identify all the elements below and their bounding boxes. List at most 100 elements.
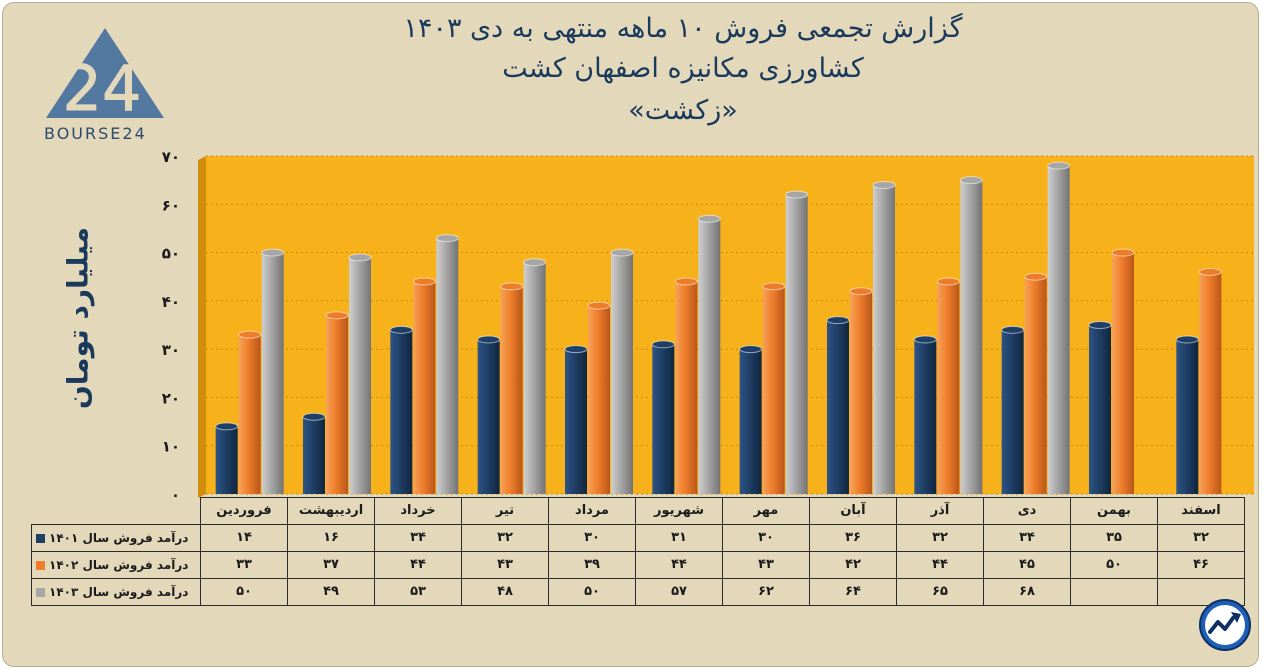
data-label: ۳۴ <box>374 523 462 552</box>
data-label: ۴۴ <box>896 550 984 579</box>
y-tick-label: ۲۰ <box>162 389 180 407</box>
bar-cap <box>762 282 786 291</box>
bar-body <box>652 344 675 494</box>
bar <box>1024 272 1048 494</box>
data-label: ۱۶ <box>287 523 375 552</box>
bar-body <box>215 426 238 494</box>
bar-body <box>261 252 284 494</box>
table-row: درآمد فروش سال ۱۴۰۳ ۵۰ ۴۹ ۵۳ ۴۸ ۵۰ ۵۷ ۶۲ ۶۴ ۶۵ ۶۸ <box>31 577 1245 606</box>
bar <box>872 180 896 494</box>
table-row: درآمد فروش سال ۱۴۰۱ ۱۴ ۱۶ ۳۴ ۳۲ ۳۰ ۳۱ ۳۰ ۳۶ ۳۲ ۳۴ ۳… <box>31 523 1245 552</box>
bar <box>412 277 436 494</box>
bar-cap <box>477 335 501 344</box>
bar <box>523 258 547 494</box>
bar-cap <box>564 345 588 354</box>
data-label: ۳۱ <box>635 523 723 552</box>
bar-body <box>565 349 587 494</box>
bar-body <box>675 281 698 494</box>
bar-body <box>960 180 983 494</box>
bar-cap <box>674 277 698 286</box>
y-tick-labels: ۰ ۱۰ ۲۰ ۳۰ ۴۰ ۵۰ ۶۰ ۷۰ <box>162 148 180 504</box>
bar <box>389 325 413 494</box>
data-label: ۴۹ <box>287 577 375 606</box>
data-label: ۴۴ <box>635 550 723 579</box>
bar-cap <box>238 330 262 339</box>
bar <box>762 282 786 494</box>
bars <box>215 161 1222 494</box>
x-tick-label: تیر <box>461 497 549 525</box>
bar-body <box>762 286 785 494</box>
chart-title-line-2: کشاورزی مکانیزه اصفهان کشت <box>502 53 864 84</box>
table-corner <box>32 498 201 525</box>
y-tick-label: ۰ <box>171 486 180 504</box>
x-tick-label: شهریور <box>635 497 723 525</box>
bar <box>500 282 524 494</box>
bar-cap <box>849 287 873 296</box>
bar-body <box>1024 276 1047 494</box>
bar <box>913 335 937 494</box>
data-label: ۳۶ <box>809 523 897 552</box>
plot-side-wall <box>198 156 206 498</box>
bar <box>697 214 721 494</box>
data-label: ۵۰ <box>200 577 288 606</box>
legend-entry: درآمد فروش سال ۱۴۰۲ <box>31 550 201 579</box>
bar <box>1088 321 1112 494</box>
bar-cap <box>1111 248 1135 257</box>
table-row: درآمد فروش سال ۱۴۰۲ ۳۳ ۳۷ ۴۴ ۴۳ ۳۹ ۴۴ ۴۳ ۴۲ ۴۴ ۴۵ ۵… <box>31 550 1245 579</box>
data-label: ۵۳ <box>374 577 462 606</box>
bar-body <box>238 334 261 494</box>
data-label: ۵۷ <box>635 577 723 606</box>
bar-cap <box>1198 267 1222 276</box>
y-tick-label: ۴۰ <box>162 293 180 311</box>
bar-cap <box>389 325 413 334</box>
data-label: ۳۴ <box>983 523 1071 552</box>
bar <box>348 253 372 494</box>
bar-body <box>698 218 721 494</box>
x-tick-label: آذر <box>896 497 984 525</box>
x-tick-label: دی <box>983 497 1071 525</box>
data-label: ۳۳ <box>200 550 288 579</box>
data-label: ۳۰ <box>722 523 810 552</box>
series-name: درآمد فروش سال ۱۴۰۲ <box>49 557 189 572</box>
data-label: ۳۲ <box>896 523 984 552</box>
bourse24-logo-icon: 24 <box>46 28 164 126</box>
bar-body <box>523 262 546 494</box>
bar-body <box>785 194 808 494</box>
bar-cap <box>1024 272 1048 281</box>
bar <box>936 277 960 494</box>
bar <box>610 248 634 494</box>
data-label: ۴۶ <box>1157 550 1245 579</box>
legend-entry: درآمد فروش سال ۱۴۰۳ <box>31 577 201 606</box>
chart-title-line-3: «زکشت» <box>628 95 738 126</box>
bar-cap <box>913 335 937 344</box>
bar-cap <box>1175 335 1199 344</box>
legend-swatch <box>36 587 45 597</box>
data-label: ۶۸ <box>983 577 1071 606</box>
bar-cap <box>412 277 436 286</box>
data-label: ۳۲ <box>461 523 549 552</box>
bar <box>1198 267 1222 494</box>
bar-body <box>1047 165 1070 494</box>
data-label: ۳۰ <box>548 523 636 552</box>
legend-entry: درآمد فروش سال ۱۴۰۱ <box>31 523 201 552</box>
bar-cap <box>610 248 634 257</box>
y-tick-label: ۶۰ <box>162 196 180 214</box>
bar-cap <box>1047 161 1071 170</box>
bar <box>849 287 873 494</box>
bar-cap <box>1001 325 1025 334</box>
bar <box>1047 161 1071 494</box>
bar <box>302 412 326 494</box>
x-tick-label: فروردین <box>200 497 288 525</box>
bar-cap <box>697 214 721 223</box>
bar <box>1111 248 1135 494</box>
series-name: درآمد فروش سال ۱۴۰۳ <box>49 584 189 599</box>
trend-logo-icon <box>1199 599 1251 651</box>
chart-title-line-1: گزارش تجمعی فروش ۱۰ ماهه منتهی به دی ۱۴۰… <box>403 13 963 44</box>
x-tick-label: مرداد <box>548 497 636 525</box>
data-label: ۴۸ <box>461 577 549 606</box>
data-label: ۵۰ <box>548 577 636 606</box>
bar <box>238 330 262 494</box>
bar-body <box>477 339 500 494</box>
bar <box>587 301 611 494</box>
